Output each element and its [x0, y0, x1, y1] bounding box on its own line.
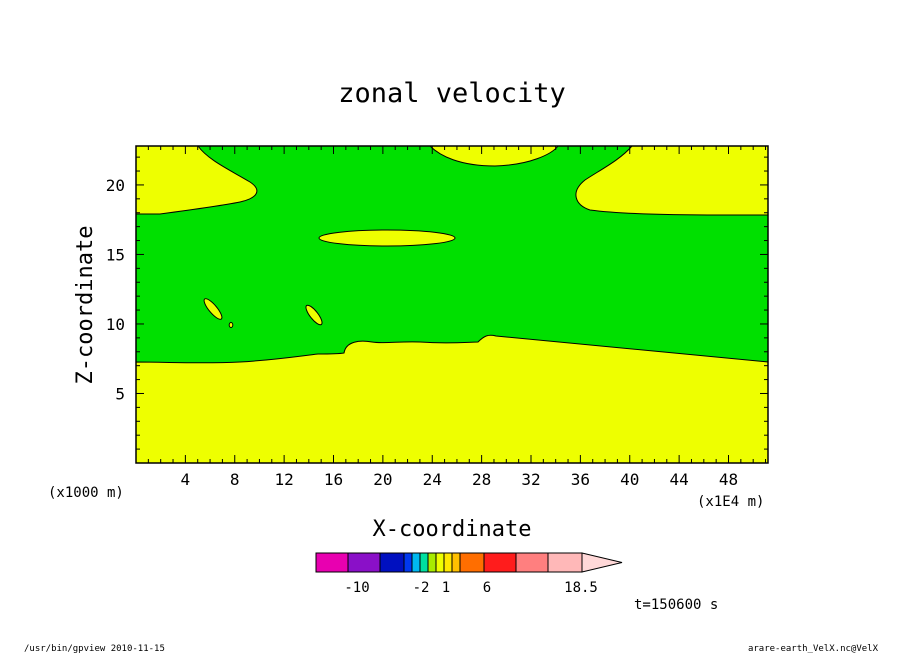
- region-blob-tiny: [228, 322, 234, 328]
- x-tick-label: 12: [274, 470, 293, 489]
- region-upper-right-yellow: [575, 145, 769, 216]
- region-upper-left-yellow: [135, 145, 258, 215]
- x-tick-label: 8: [230, 470, 240, 489]
- x-tick-label: 28: [472, 470, 491, 489]
- footer-right: arare-earth_VelX.nc@VelX: [748, 644, 879, 654]
- colorbar-tick-labels: -10 -2 1 6 18.5: [344, 580, 598, 596]
- region-lower-yellow: [135, 334, 769, 464]
- colorbar-segment: [403, 552, 413, 573]
- x-unit-left: (x1000 m): [48, 485, 124, 501]
- x-unit-right: (x1E4 m): [697, 494, 764, 510]
- y-tick-label: 20: [106, 176, 125, 195]
- colorbar-segment: [515, 552, 549, 573]
- colorbar-segment: [411, 552, 421, 573]
- time-label: t=150600 s: [634, 597, 718, 613]
- colorbar-segment: [427, 552, 437, 573]
- colorbar-tick-label: 6: [483, 580, 491, 596]
- y-tick-labels: 5 10 15 20: [106, 176, 125, 404]
- region-top-center-yellow: [428, 145, 560, 167]
- region-blob-left: [203, 298, 223, 320]
- colorbar-tick-label: 1: [442, 580, 450, 596]
- colorbar-arrow: [581, 552, 623, 573]
- colorbar-segment: [379, 552, 405, 573]
- x-tick-label: 44: [669, 470, 688, 489]
- plot-frame: [135, 145, 769, 464]
- x-tick-label: 36: [571, 470, 590, 489]
- x-axis-label: X-coordinate: [373, 517, 532, 542]
- colorbar-tick-label: -2: [413, 580, 430, 596]
- y-axis-label: Z-coordinate: [73, 226, 98, 385]
- colorbar-tick-label: 18.5: [564, 580, 598, 596]
- colorbar-segment: [435, 552, 445, 573]
- region-blob-right: [305, 304, 323, 326]
- chart-title: zonal velocity: [338, 78, 566, 109]
- y-tick-label: 15: [106, 245, 125, 264]
- colorbar: [315, 552, 623, 573]
- plot-area: [135, 145, 769, 464]
- footer-left: /usr/bin/gpview 2010-11-15: [24, 644, 165, 654]
- axis-ticks: [136, 146, 768, 463]
- colorbar-tick-label: -10: [344, 580, 369, 596]
- x-tick-label: 32: [521, 470, 540, 489]
- x-tick-label: 16: [324, 470, 343, 489]
- x-tick-label: 48: [719, 470, 738, 489]
- colorbar-segment: [459, 552, 485, 573]
- colorbar-segment: [451, 552, 461, 573]
- colorbar-segment: [315, 552, 349, 573]
- colorbar-segment: [483, 552, 517, 573]
- x-tick-label: 20: [373, 470, 392, 489]
- y-tick-label: 5: [115, 384, 125, 403]
- x-tick-labels: 4 8 12 16 20 24 28 32 36 40 44 48: [181, 470, 739, 489]
- x-tick-label: 24: [423, 470, 442, 489]
- colorbar-segment: [547, 552, 583, 573]
- y-tick-label: 10: [106, 315, 125, 334]
- colorbar-segment: [419, 552, 429, 573]
- colorbar-segment: [347, 552, 381, 573]
- region-middle-yellow: [318, 229, 456, 247]
- colorbar-segment: [443, 552, 453, 573]
- x-tick-label: 40: [620, 470, 639, 489]
- x-tick-label: 4: [181, 470, 191, 489]
